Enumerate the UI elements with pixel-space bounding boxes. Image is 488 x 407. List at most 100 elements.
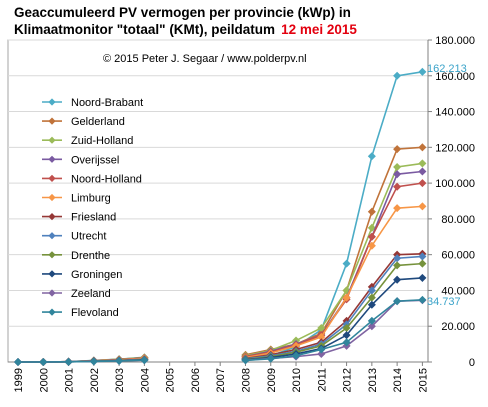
annotation-bottom-value: 34.737	[427, 296, 461, 308]
y-tick-label: 40.000	[441, 285, 475, 297]
x-tick-label: 2006	[190, 368, 202, 392]
legend-item: Groningen	[42, 269, 122, 281]
data-point	[418, 143, 427, 152]
chart-title-date: 12 mei 2015	[281, 22, 357, 37]
x-tick-label: 2007	[215, 368, 227, 392]
y-tick-label: 160.000	[435, 71, 475, 83]
data-point	[39, 357, 48, 367]
data-point	[241, 356, 250, 365]
x-tick-label: 2012	[342, 368, 354, 392]
legend-label: Zeeland	[71, 288, 111, 300]
x-tick-label: 2002	[89, 368, 101, 392]
axes: 0 20.000 40.000 60.000 80.000 100.000 120.000 1…	[8, 35, 475, 392]
data-point	[418, 159, 427, 168]
data-point	[367, 223, 376, 232]
legend-item: Noord-Brabant	[42, 97, 143, 109]
legend-label: Gelderland	[71, 116, 125, 128]
x-tick-label: 2010	[291, 368, 303, 392]
chart-title-line2: Klimaatmonitor "totaal" (KMt), peildatum…	[14, 22, 357, 37]
data-point	[367, 232, 376, 241]
x-tick-label: 2000	[38, 368, 50, 392]
legend: Noord-Brabant Gelderland Zuid-Holland Overi…	[42, 97, 143, 319]
x-tick-label: 1999	[13, 368, 25, 392]
y-tick-label: 140.000	[435, 107, 475, 119]
data-point	[367, 152, 376, 161]
legend-item: Drenthe	[42, 250, 110, 262]
x-tick-label: 2003	[114, 368, 126, 392]
legend-label: Zuid-Holland	[71, 135, 133, 147]
x-tick-label: 2015	[417, 368, 429, 392]
legend-marker	[48, 155, 56, 163]
legend-item: Zuid-Holland	[42, 135, 133, 147]
data-point	[418, 273, 427, 282]
legend-marker	[48, 193, 56, 202]
legend-marker	[48, 308, 56, 316]
y-tick-label: 20.000	[441, 321, 475, 333]
legend-marker	[48, 213, 56, 221]
data-point	[367, 322, 376, 331]
data-point	[393, 145, 402, 154]
series-line	[245, 205, 423, 359]
legend-item: Friesland	[42, 212, 116, 224]
series-line	[245, 277, 423, 361]
series-line	[245, 162, 423, 357]
data-point	[367, 241, 376, 250]
y-tick-label: 80.000	[441, 214, 475, 226]
legend-label: Overijssel	[71, 154, 119, 166]
data-point	[418, 167, 427, 176]
y-tick-label: 60.000	[441, 250, 475, 262]
annotation-top-value: 162.213	[427, 63, 467, 75]
legend-label: Groningen	[71, 269, 122, 281]
data-point	[292, 351, 301, 360]
legend-marker	[48, 289, 56, 297]
data-point	[393, 71, 402, 80]
series-layer	[13, 67, 427, 367]
chart-title-line1: Geaccumuleerd PV vermogen per provincie …	[14, 5, 351, 20]
x-tick-label: 2013	[367, 368, 379, 392]
data-point	[418, 67, 427, 76]
legend-label: Friesland	[71, 212, 116, 224]
chart-title-main: Klimaatmonitor "totaal" (KMt), peildatum	[14, 22, 275, 37]
series-line	[18, 359, 145, 363]
x-tick-label: 2009	[266, 368, 278, 392]
legend-marker	[48, 251, 56, 259]
legend-label: Limburg	[71, 193, 111, 205]
copyright-text: © 2015 Peter J. Segaar / www.polderpv.nl	[103, 53, 307, 65]
series-line	[245, 299, 423, 362]
legend-item: Noord-Holland	[42, 173, 142, 185]
x-tick-label: 2001	[64, 368, 76, 392]
y-tick-label: 120.000	[435, 142, 475, 154]
data-point	[393, 204, 402, 213]
data-point	[393, 170, 402, 179]
data-point	[393, 261, 402, 270]
x-tick-label: 2008	[240, 368, 252, 392]
legend-marker	[48, 98, 56, 106]
data-point	[418, 259, 427, 268]
legend-label: Noord-Holland	[71, 173, 142, 185]
data-point	[418, 295, 427, 304]
data-point	[367, 316, 376, 325]
x-tick-label: 2011	[316, 368, 328, 392]
legend-marker	[48, 232, 56, 240]
data-point	[393, 297, 402, 306]
data-point	[64, 357, 73, 366]
data-point	[13, 357, 23, 367]
y-tick-label: 180.000	[435, 35, 475, 47]
data-point	[342, 259, 351, 268]
legend-label: Utrecht	[71, 231, 106, 243]
data-point	[317, 349, 326, 358]
data-point	[342, 338, 351, 347]
series-line	[245, 255, 423, 360]
series-line	[245, 252, 423, 360]
data-point	[418, 202, 427, 211]
data-point	[89, 357, 98, 366]
gridlines	[8, 39, 428, 327]
data-point	[418, 179, 427, 188]
data-point	[342, 293, 351, 302]
legend-item: Zeeland	[42, 288, 111, 300]
data-point	[266, 354, 275, 363]
series-line	[245, 262, 423, 361]
legend-label: Drenthe	[71, 250, 110, 262]
y-tick-label: 100.000	[435, 178, 475, 190]
